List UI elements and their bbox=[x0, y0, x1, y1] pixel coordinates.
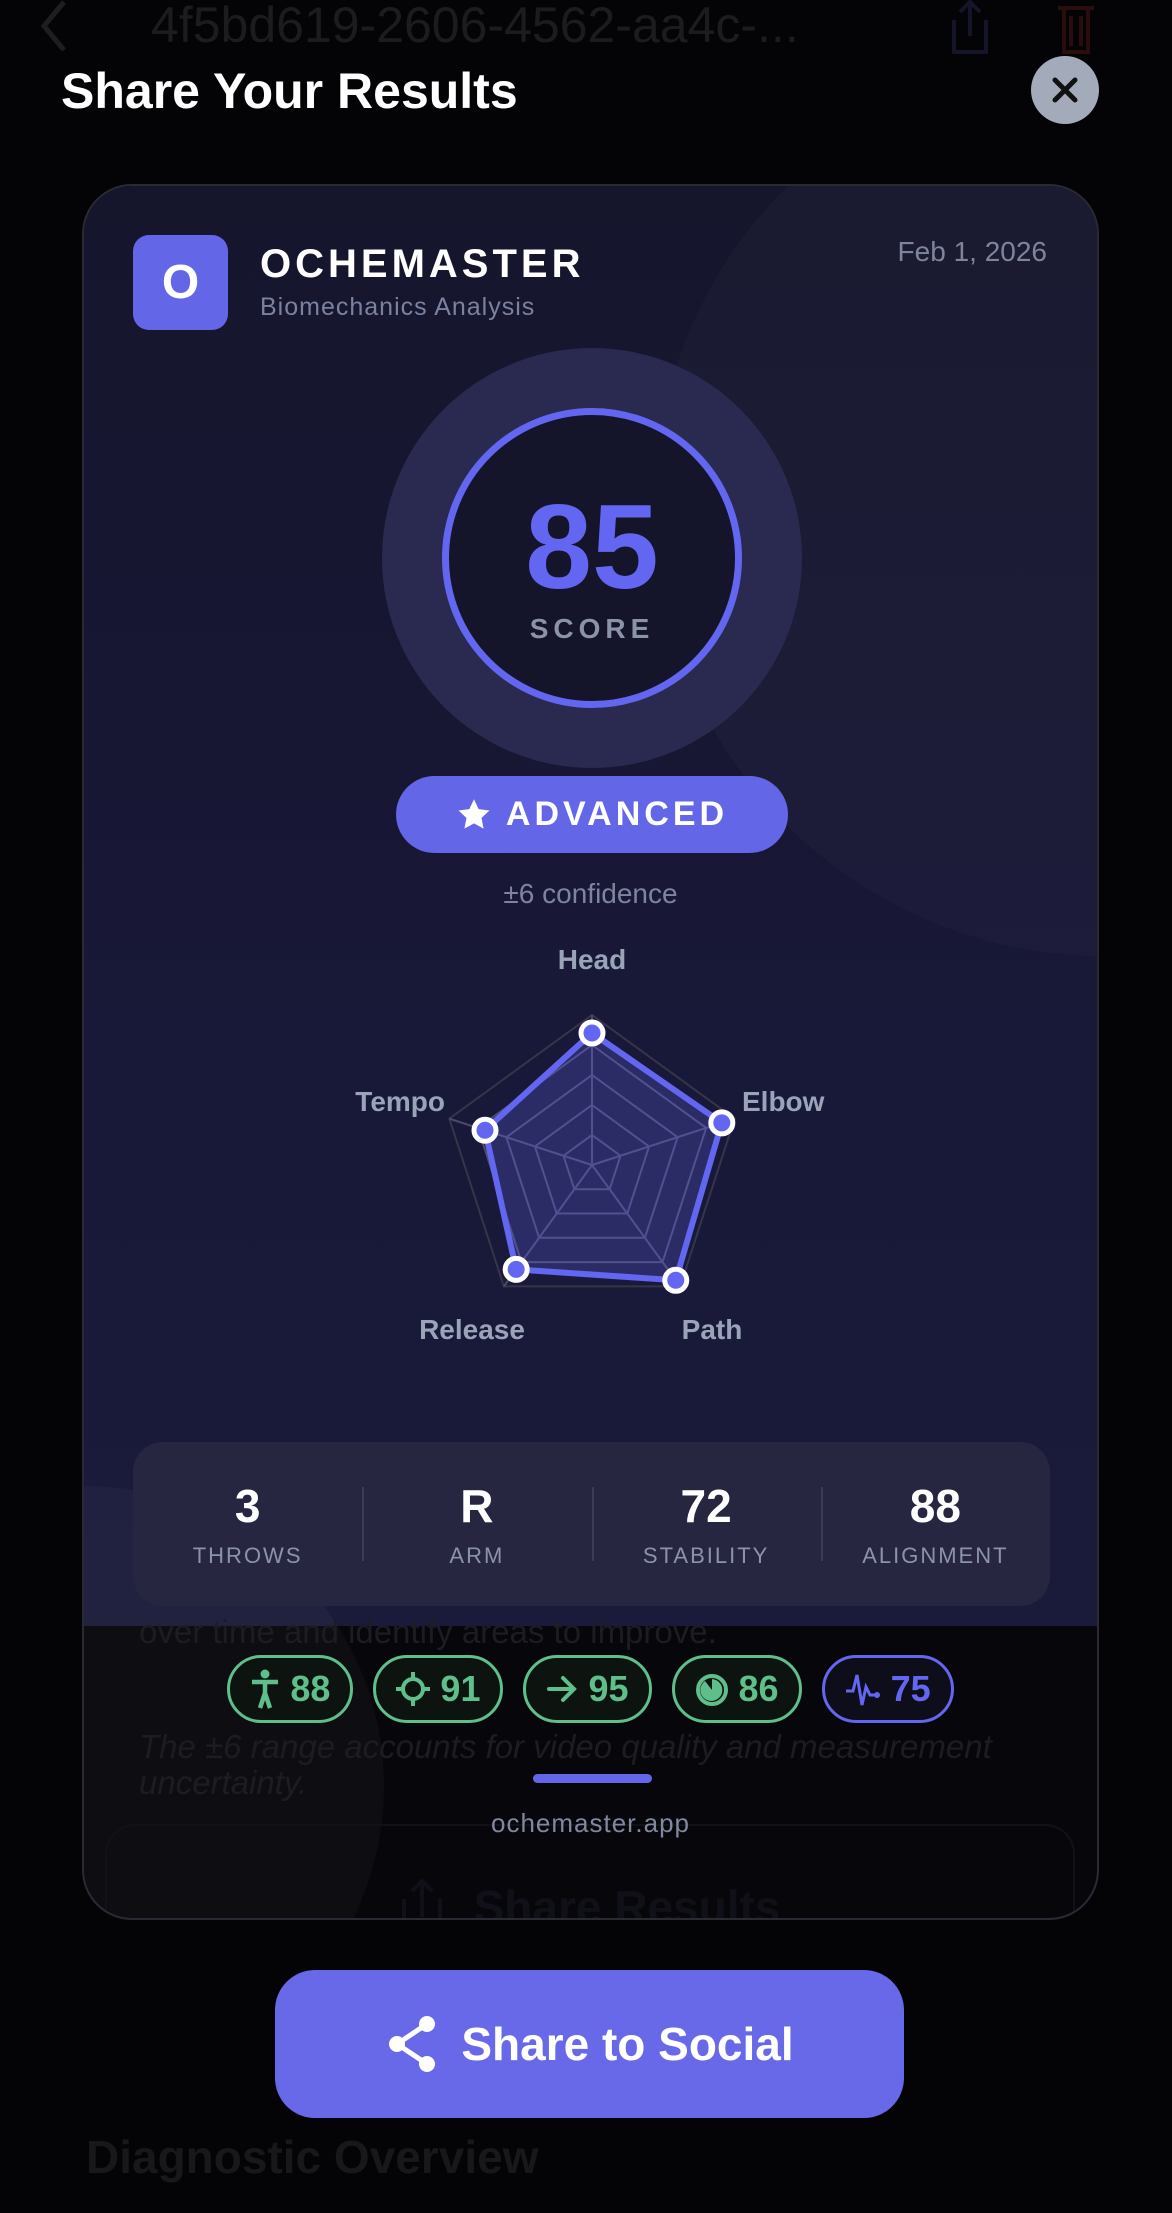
brand-subtitle: Biomechanics Analysis bbox=[260, 293, 536, 321]
radar-axis-line bbox=[591, 1164, 681, 1287]
stat-label: THROWS bbox=[192, 1543, 303, 1568]
metric-pill-tempo: 75 bbox=[821, 1655, 954, 1723]
radar-grid-ring bbox=[505, 1073, 679, 1239]
stat-value: 3 bbox=[234, 1480, 261, 1532]
pill-value: 91 bbox=[440, 1668, 481, 1709]
radar-point-head bbox=[578, 1019, 606, 1047]
radar-data-area bbox=[482, 1030, 725, 1284]
stat-value: 72 bbox=[680, 1480, 732, 1532]
background-note: The ±6 range accounts for video quality … bbox=[139, 1728, 992, 1801]
star-icon bbox=[458, 798, 490, 829]
pill-value: 86 bbox=[738, 1668, 779, 1709]
radar-point-tempo bbox=[471, 1116, 499, 1144]
metric-pill-head: 88 bbox=[227, 1655, 354, 1723]
confidence-text: ±6 confidence bbox=[503, 878, 678, 909]
accent-bar bbox=[533, 1774, 652, 1783]
trash-icon bbox=[1058, 6, 1094, 54]
radar-label-path: Path bbox=[681, 1314, 743, 1345]
radar-grid-ring bbox=[448, 1013, 736, 1288]
score-value: 85 bbox=[525, 480, 659, 614]
radar-chart bbox=[448, 1013, 736, 1294]
waveform-icon bbox=[845, 1674, 880, 1706]
radar-label-head: Head bbox=[557, 944, 627, 975]
back-chevron-icon bbox=[40, 0, 66, 52]
share-to-social-button[interactable]: Share to Social bbox=[275, 1970, 904, 2118]
analysis-date: Feb 1, 2026 bbox=[897, 236, 1047, 267]
close-button[interactable] bbox=[1031, 56, 1099, 124]
xmark-icon bbox=[1052, 77, 1078, 103]
stat-label: STABILITY bbox=[642, 1543, 770, 1568]
app-url: ochemaster.app bbox=[490, 1808, 690, 1838]
stat-label: ALIGNMENT bbox=[862, 1543, 1009, 1568]
background-nav-title: 4f5bd619-2606-4562-aa4c-... bbox=[151, 0, 799, 53]
metric-pill-path: 95 bbox=[523, 1655, 652, 1723]
share-button-label: Share to Social bbox=[461, 2018, 794, 2070]
radar-point-release bbox=[502, 1255, 530, 1283]
background-text: over time and identify areas to improve. bbox=[139, 1613, 717, 1650]
crosshair-icon bbox=[396, 1672, 431, 1706]
level-badge: ADVANCED bbox=[396, 776, 788, 853]
score-label: SCORE bbox=[529, 613, 655, 644]
score-ring: 85 SCORE bbox=[442, 408, 742, 708]
metric-pills: 88 91 95 86 75 bbox=[84, 1655, 1097, 1723]
share-upload-icon bbox=[952, 0, 988, 54]
sheet-title: Share Your Results bbox=[61, 63, 518, 119]
stat-value: R bbox=[460, 1480, 494, 1532]
stat-stability: 72 STABILITY bbox=[591, 1442, 821, 1606]
radar-label-release: Release bbox=[419, 1314, 525, 1345]
share-card: over time and identify areas to improve.… bbox=[82, 184, 1099, 1920]
radar-grid-ring bbox=[476, 1043, 708, 1264]
share-icon bbox=[389, 2016, 436, 2072]
level-label: ADVANCED bbox=[505, 795, 729, 833]
stat-alignment: 88 ALIGNMENT bbox=[820, 1442, 1050, 1606]
radar-grid-ring bbox=[533, 1103, 651, 1215]
pill-value: 95 bbox=[588, 1668, 629, 1709]
background-nav-bar: 4f5bd619-2606-4562-aa4c-... bbox=[0, 0, 1172, 70]
brand-name: OCHEMASTER bbox=[260, 242, 585, 286]
pill-value: 75 bbox=[890, 1668, 931, 1709]
figure-icon bbox=[252, 1669, 279, 1709]
radar-point-elbow bbox=[708, 1109, 736, 1137]
pill-value: 88 bbox=[290, 1668, 331, 1709]
radar-label-tempo: Tempo bbox=[355, 1086, 445, 1117]
arrow-right-icon bbox=[547, 1676, 578, 1702]
share-upload-icon bbox=[401, 1878, 442, 1918]
stat-arm: R ARM bbox=[362, 1442, 591, 1606]
radar-point-path bbox=[662, 1266, 690, 1294]
background-share-results-button: Share Results bbox=[105, 1824, 1075, 1918]
radar-label-elbow: Elbow bbox=[742, 1086, 825, 1117]
stat-throws: 3 THROWS bbox=[133, 1442, 362, 1606]
app-logo: O bbox=[133, 235, 228, 330]
background-section-title: Diagnostic Overview bbox=[86, 2131, 539, 2183]
metric-pill-elbow: 91 bbox=[373, 1655, 504, 1723]
stats-bar: 3 THROWS R ARM 72 STABILITY 88 ALIGNMENT bbox=[133, 1442, 1050, 1606]
stat-value: 88 bbox=[909, 1480, 961, 1532]
metric-pill-release: 86 bbox=[671, 1655, 802, 1723]
timer-icon bbox=[695, 1674, 728, 1706]
radar-grid-ring bbox=[562, 1133, 622, 1191]
stat-label: ARM bbox=[449, 1543, 505, 1568]
